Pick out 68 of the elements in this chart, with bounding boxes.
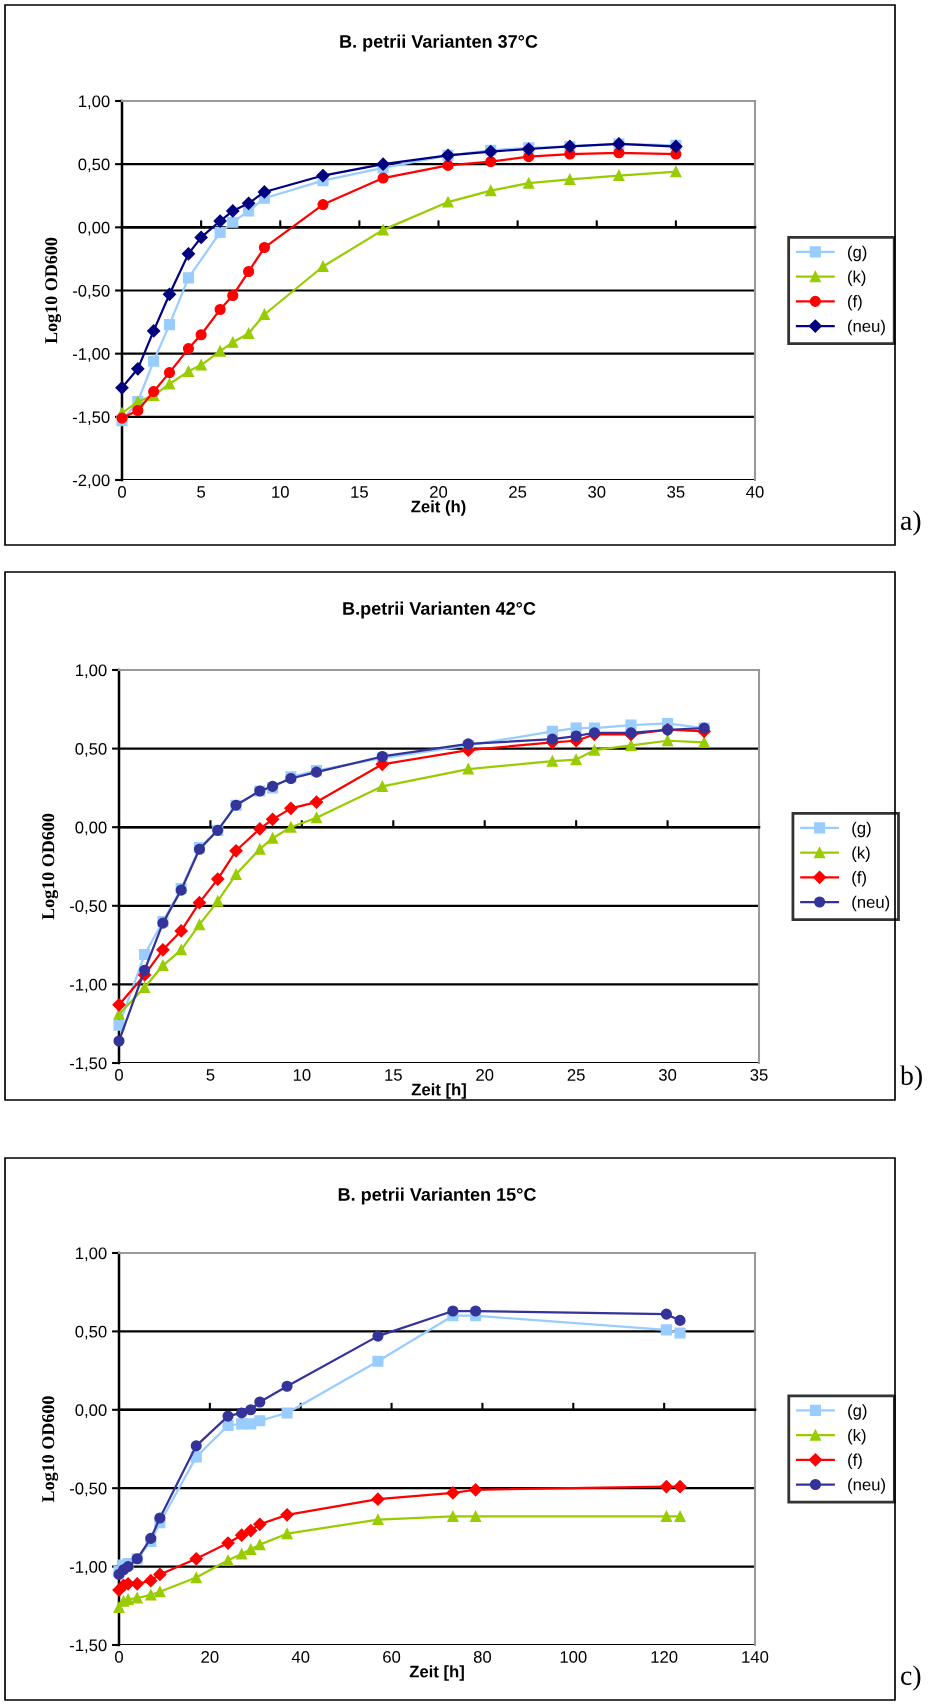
y-tick-label: -1,50 bbox=[72, 411, 110, 426]
x-tick-label: 10 bbox=[293, 1069, 311, 1081]
x-tick-label: 80 bbox=[473, 1651, 492, 1663]
legend-label: (g) bbox=[852, 821, 871, 838]
y-axis-title: Log10 OD600 bbox=[45, 237, 62, 344]
legend-label: (k) bbox=[852, 846, 870, 862]
y-tick-label: -0,50 bbox=[72, 284, 110, 299]
text: b) bbox=[900, 1065, 922, 1091]
x-tick-label: 15 bbox=[385, 1069, 402, 1081]
x-tick-label: 5 bbox=[197, 486, 206, 498]
legend-label: (f) bbox=[852, 871, 866, 887]
text: c) bbox=[901, 1665, 921, 1691]
y-tick-label: 0,00 bbox=[75, 821, 107, 836]
chart-title: B. petrii Varianten 37°C bbox=[340, 34, 538, 52]
legend-label: (neu) bbox=[848, 319, 885, 336]
text: a) bbox=[900, 510, 921, 536]
y-tick-label: -2,00 bbox=[72, 474, 110, 489]
x-tick-label: 25 bbox=[509, 486, 527, 498]
x-tick-label: 5 bbox=[206, 1069, 215, 1081]
x-tick-label: 100 bbox=[560, 1651, 587, 1663]
x-tick-label: 120 bbox=[651, 1651, 678, 1663]
y-tick-label: -1,50 bbox=[69, 1639, 107, 1654]
x-tick-label: 30 bbox=[658, 1069, 677, 1081]
x-tick-label: 0 bbox=[115, 1069, 123, 1081]
legend-label: (k) bbox=[848, 270, 866, 286]
x-tick-label: 20 bbox=[201, 1651, 219, 1663]
x-tick-label: 40 bbox=[291, 1651, 310, 1663]
x-tick-label: 25 bbox=[567, 1069, 585, 1081]
chart-title: B.petrii Varianten 42°C bbox=[343, 601, 536, 619]
x-tick-label: 20 bbox=[430, 486, 448, 498]
legend-label: (neu) bbox=[848, 1478, 885, 1494]
y-tick-label: 1,00 bbox=[79, 95, 110, 110]
x-tick-label: 35 bbox=[667, 486, 685, 498]
x-tick-label: 0 bbox=[118, 486, 126, 498]
y-tick-label: 0,50 bbox=[78, 158, 110, 173]
x-tick-label: 40 bbox=[746, 486, 764, 498]
y-tick-label: -0,50 bbox=[69, 1482, 107, 1497]
legend-label: (g) bbox=[848, 1404, 867, 1420]
chart-title: B. petrii Varianten 15°C bbox=[338, 1187, 536, 1205]
x-tick-label: 10 bbox=[272, 486, 289, 498]
x-tick-label: 35 bbox=[750, 1069, 768, 1081]
legend-label: (f) bbox=[848, 1453, 862, 1470]
y-tick-label: -0,50 bbox=[69, 900, 107, 914]
x-tick-label: 20 bbox=[476, 1069, 494, 1081]
y-tick-label: 0,00 bbox=[78, 221, 110, 236]
y-axis-title: Log10 OD600 bbox=[42, 1396, 59, 1503]
x-tick-label: 0 bbox=[115, 1651, 123, 1663]
y-tick-label: -1,50 bbox=[69, 1057, 107, 1072]
y-tick-label: 0,50 bbox=[75, 743, 107, 757]
legend-label: (f) bbox=[848, 295, 862, 311]
x-tick-label: 30 bbox=[588, 486, 606, 498]
x-axis-title: Zeit (h) bbox=[411, 500, 466, 516]
y-tick-label: -1,00 bbox=[69, 978, 107, 993]
legend-label: (g) bbox=[848, 245, 867, 262]
y-tick-label: -1,00 bbox=[69, 1561, 107, 1575]
x-tick-label: 140 bbox=[742, 1651, 769, 1663]
y-tick-label: 0,50 bbox=[75, 1325, 107, 1340]
y-tick-label: 0,00 bbox=[75, 1404, 107, 1418]
x-axis-title: Zeit [h] bbox=[411, 1083, 466, 1099]
y-axis-title: Log10 OD600 bbox=[42, 813, 59, 920]
y-tick-label: 1,00 bbox=[76, 664, 107, 679]
x-axis-title: Zeit [h] bbox=[409, 1665, 464, 1681]
y-tick-label: -1,00 bbox=[72, 348, 110, 362]
x-tick-label: 15 bbox=[351, 486, 368, 498]
x-tick-label: 60 bbox=[383, 1651, 401, 1663]
y-tick-label: 1,00 bbox=[76, 1247, 107, 1262]
legend-label: (neu) bbox=[852, 895, 890, 912]
legend-label: (k) bbox=[848, 1428, 866, 1445]
